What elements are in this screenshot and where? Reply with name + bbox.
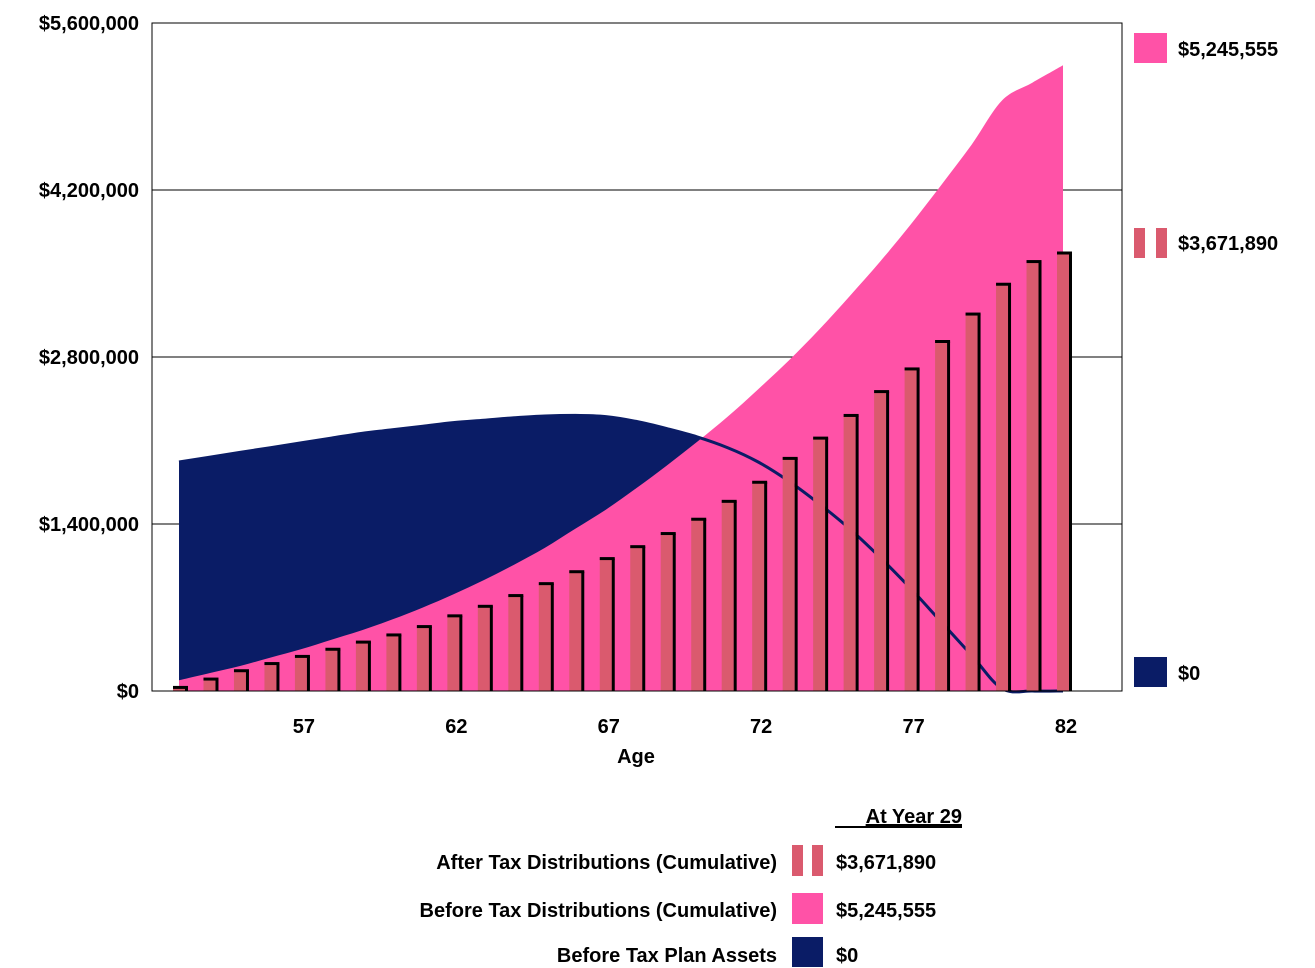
y-tick-label: $0	[117, 681, 139, 703]
plot-border	[151, 22, 1123, 692]
before-tax-end-swatch	[1134, 33, 1167, 63]
after-tax-bar	[538, 582, 554, 691]
after-tax-end-value: $3,671,890	[1178, 233, 1278, 255]
after-tax-bar	[264, 662, 280, 691]
bar-series	[173, 251, 1072, 691]
x-axis-ticks: 57 62 67 72 77 82	[293, 716, 1077, 738]
after-tax-bar	[599, 557, 615, 691]
after-tax-bar	[691, 517, 707, 691]
area-series	[178, 65, 1064, 694]
before-tax-area	[179, 65, 1063, 692]
after-tax-bar	[935, 339, 951, 691]
after-tax-end-swatch	[1134, 228, 1167, 258]
x-tick-label: 57	[293, 716, 315, 738]
plan-assets-end-swatch	[1134, 657, 1167, 687]
legend-value-plan-assets: $0	[836, 945, 858, 967]
legend-swatch-before-tax	[792, 893, 823, 924]
x-tick-label: 72	[750, 716, 772, 738]
legend-label-before-tax: Before Tax Distributions (Cumulative)	[420, 900, 777, 922]
legend-swatch-plan-assets	[792, 937, 823, 967]
after-tax-bar	[294, 654, 310, 691]
after-tax-bar	[904, 367, 920, 691]
x-tick-label: 62	[445, 716, 467, 738]
after-tax-bar	[477, 604, 493, 691]
after-tax-bar	[752, 480, 768, 691]
y-tick-label: $4,200,000	[39, 180, 139, 202]
after-tax-bar	[660, 532, 676, 691]
y-tick-label: $1,400,000	[39, 514, 139, 536]
after-tax-bar	[843, 413, 859, 691]
after-tax-bar	[203, 677, 219, 691]
legend-header: At Year 29	[866, 806, 962, 828]
end-labels: $5,245,555 $3,671,890 $0	[1134, 33, 1278, 687]
legend-label-plan-assets: Before Tax Plan Assets	[557, 945, 777, 967]
x-tick-label: 77	[902, 716, 924, 738]
plot-frame	[151, 22, 1123, 692]
after-tax-bar	[416, 625, 432, 691]
x-tick-label: 67	[598, 716, 620, 738]
after-tax-bar	[386, 633, 402, 691]
x-axis-label: Age	[617, 746, 655, 768]
after-tax-bar	[721, 499, 737, 691]
after-tax-bar	[874, 390, 890, 691]
legend-value-before-tax: $5,245,555	[836, 900, 936, 922]
after-tax-bar	[569, 570, 585, 691]
y-axis-ticks: $0 $1,400,000 $2,800,000 $4,200,000 $5,600,0…	[39, 13, 139, 703]
after-tax-bar	[965, 312, 981, 691]
y-tick-label: $5,600,000	[39, 13, 139, 35]
legend-swatch-after-tax	[792, 845, 823, 876]
x-tick-label: 82	[1055, 716, 1077, 738]
after-tax-bar	[1026, 260, 1042, 691]
after-tax-bar	[508, 594, 524, 691]
after-tax-bar	[173, 685, 188, 691]
after-tax-bar	[996, 282, 1012, 691]
after-tax-bar	[447, 614, 463, 691]
legend: At Year 29 After Tax Distributions (Cumu…	[420, 806, 962, 967]
legend-label-after-tax: After Tax Distributions (Cumulative)	[436, 852, 777, 874]
legend-value-after-tax: $3,671,890	[836, 852, 936, 874]
after-tax-bar	[355, 640, 371, 691]
after-tax-bar	[233, 669, 249, 691]
plan-assets-end-value: $0	[1178, 663, 1200, 685]
after-tax-bar	[1057, 251, 1072, 691]
y-tick-label: $2,800,000	[39, 347, 139, 369]
after-tax-bar	[782, 456, 798, 691]
after-tax-bar	[325, 647, 341, 691]
after-tax-bar	[630, 545, 646, 691]
after-tax-bar	[813, 436, 829, 691]
before-tax-end-value: $5,245,555	[1178, 39, 1278, 61]
